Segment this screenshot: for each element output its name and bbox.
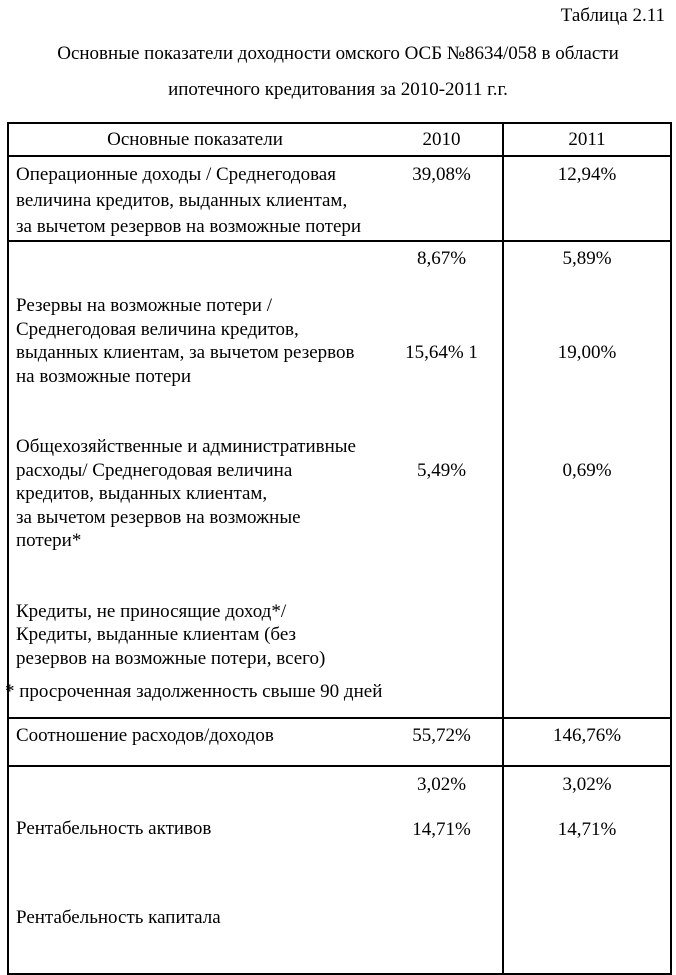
- admin-expenses-value-2010: 15,64% 1: [405, 342, 478, 363]
- row-operating-income: Операционные доходы / Среднегодовая вели…: [8, 156, 671, 241]
- return-on-equity-value-2011: 14,71%: [557, 819, 617, 840]
- operating-income-value-2010: 39,08%: [412, 164, 471, 185]
- profitability-values-2011-cell: 3,02% 14,71%: [502, 766, 671, 974]
- page-title-line-2: ипотечного кредитования за 2010-2011 г.г…: [168, 79, 508, 100]
- group-values-2010-cell: 8,67% 15,64% 1 5,49%: [381, 241, 503, 718]
- table-header-row: Основные показатели 2010 2011: [8, 123, 671, 156]
- return-on-assets-value-2010: 3,02%: [416, 774, 467, 795]
- return-on-equity-value-2010: 14,71%: [412, 819, 471, 840]
- header-year-2010: 2010: [422, 128, 461, 150]
- table-caption: Таблица 2.11: [560, 5, 665, 26]
- expense-income-ratio-value-2010: 55,72%: [412, 725, 471, 746]
- expense-income-ratio-value-2011: 146,76%: [502, 718, 671, 766]
- reserves-label: Резервы на возможные потери / Среднегодо…: [16, 295, 355, 387]
- row-group-profitability: Рентабельность активов Рентабельность ка…: [8, 766, 671, 974]
- admin-expenses-label: Общехозяйственные и административные рас…: [16, 436, 356, 551]
- header-year-2011: 2011: [502, 123, 671, 156]
- expense-income-ratio-label: Соотношение расходов/доходов: [16, 725, 274, 746]
- return-on-assets-label: Рентабельность активов: [16, 818, 212, 839]
- operating-income-value-2011: 12,94%: [502, 156, 671, 241]
- nonperforming-loans-label: Кредиты, не приносящие доход*/ Кредиты, …: [16, 600, 326, 669]
- page-title-line-1: Основные показатели доходности омского О…: [57, 43, 619, 64]
- profitability-values-2010-cell: 3,02% 14,71%: [381, 766, 503, 974]
- nonperforming-loans-value-2010: 5,49%: [416, 459, 467, 481]
- operating-income-label: Операционные доходы / Среднегодовая вели…: [16, 164, 362, 237]
- profitability-indicators-table: Основные показатели 2010 2011 Операционн…: [7, 122, 672, 975]
- row-group-reserves-expenses-loans: Резервы на возможные потери / Среднегодо…: [8, 241, 671, 718]
- reserves-value-2010: 8,67%: [416, 248, 467, 269]
- return-on-assets-value-2011: 3,02%: [562, 774, 612, 795]
- footnote-overdue-debt: * просроченная задолженность свыше 90 дн…: [5, 681, 383, 702]
- group-values-2011-cell: 5,89% 19,00% 0,69%: [502, 241, 671, 718]
- nonperforming-loans-value-2011: 0,69%: [562, 459, 612, 481]
- return-on-equity-label: Рентабельность капитала: [16, 907, 221, 928]
- profitability-labels-cell: Рентабельность активов Рентабельность ка…: [8, 766, 381, 974]
- admin-expenses-value-2011: 19,00%: [557, 342, 617, 363]
- reserves-value-2011: 5,89%: [562, 248, 612, 269]
- group-labels-cell: Резервы на возможные потери / Среднегодо…: [8, 241, 381, 718]
- row-expense-income-ratio: Соотношение расходов/доходов 55,72% 146,…: [8, 718, 671, 766]
- header-indicators: Основные показатели: [107, 128, 283, 150]
